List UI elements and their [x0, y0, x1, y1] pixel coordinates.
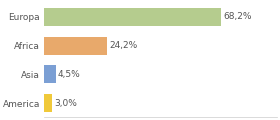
Bar [44, 66, 56, 83]
Bar [44, 8, 221, 26]
Text: 24,2%: 24,2% [109, 41, 137, 50]
Text: 68,2%: 68,2% [223, 12, 251, 21]
Text: 4,5%: 4,5% [58, 70, 81, 79]
Bar [44, 37, 107, 54]
Bar [44, 94, 52, 112]
Text: 3,0%: 3,0% [54, 99, 77, 108]
